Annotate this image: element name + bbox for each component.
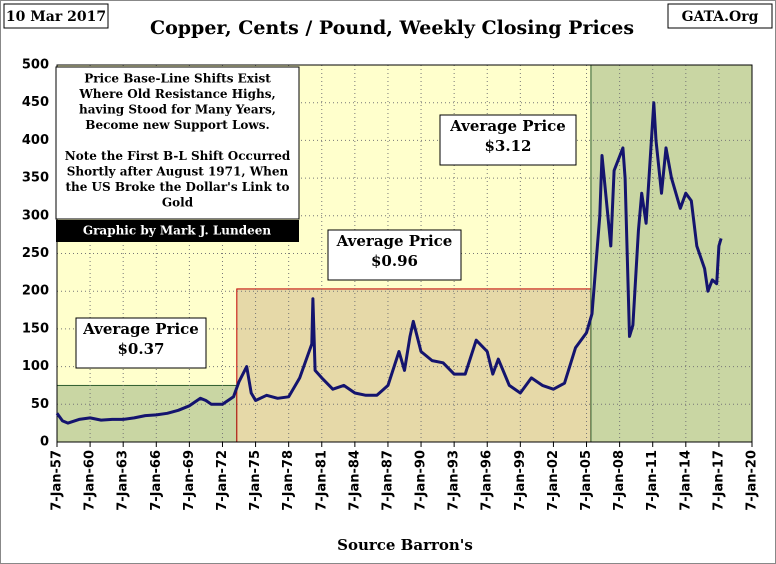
x-tick-label: 7-Jan-17 [711, 450, 726, 511]
x-tick-label: 7-Jan-08 [612, 450, 627, 511]
x-tick-label: 7-Jan-78 [281, 450, 296, 511]
y-tick-label: 250 [22, 246, 49, 261]
x-tick-label: 7-Jan-87 [380, 450, 395, 511]
x-tick-label: 7-Jan-96 [480, 450, 495, 511]
annotation-text: Note the First B-L Shift Occurred [65, 149, 291, 163]
y-tick-label: 450 [22, 95, 49, 110]
source-box [667, 3, 773, 29]
x-tick-label: 7-Jan-57 [50, 450, 65, 511]
x-tick-label: 7-Jan-14 [678, 450, 693, 511]
annotation-text: $0.96 [371, 252, 418, 270]
x-tick-label: 7-Jan-99 [513, 450, 528, 511]
annotation-text: Average Price [336, 232, 453, 250]
region [56, 384, 238, 443]
y-tick-label: 0 [40, 435, 49, 450]
annotation-text: the US Broke the Dollar's Link to [65, 180, 289, 194]
annotation-box [327, 229, 462, 281]
x-tick-label: 7-Jan-05 [579, 450, 594, 511]
y-tick-label: 350 [22, 171, 49, 186]
annotation-text: Where Old Resistance Highs, [78, 87, 275, 101]
x-tick-label: 7-Jan-60 [83, 450, 98, 511]
x-tick-label: 7-Jan-63 [116, 450, 131, 511]
x-tick-label: 7-Jan-90 [414, 450, 429, 511]
y-tick-label: 150 [22, 321, 49, 336]
annotation-text: $3.12 [485, 137, 532, 155]
price-line [55, 101, 723, 425]
x-tick-label: 7-Jan-20 [745, 450, 760, 511]
credit-box [56, 220, 299, 242]
annotation-text: having Stood for Many Years, [79, 103, 276, 117]
y-tick-label: 100 [22, 359, 49, 374]
annotation-box [55, 66, 300, 220]
plot-border [56, 64, 753, 443]
y-tick-label: 200 [22, 284, 49, 299]
annotation-box [439, 114, 577, 166]
annotation-text: Average Price [82, 320, 199, 338]
y-tick-label: 400 [22, 133, 49, 148]
credit: Graphic by Mark J. Lundeen [83, 224, 272, 238]
date-box [3, 3, 109, 29]
annotation-text: Average Price [449, 117, 566, 135]
annotation-text: Become new Support Lows. [85, 118, 269, 132]
x-tick-label: 7-Jan-84 [347, 450, 362, 511]
y-tick-label: 50 [31, 397, 49, 412]
annotation-text: Price Base-Line Shifts Exist [84, 72, 271, 86]
region [236, 288, 592, 443]
chart-title: Copper, Cents / Pound, Weekly Closing Pr… [150, 17, 634, 39]
x-tick-label: 7-Jan-81 [314, 450, 329, 511]
x-tick-label: 7-Jan-11 [645, 450, 660, 511]
region [590, 64, 753, 443]
date-label: 10 Mar 2017 [6, 9, 106, 25]
y-tick-label: 300 [22, 208, 49, 223]
x-tick-label: 7-Jan-75 [248, 450, 263, 511]
x-tick-label: 7-Jan-02 [546, 450, 561, 511]
x-tick-label: 7-Jan-66 [149, 450, 164, 511]
y-tick-label: 500 [22, 58, 49, 73]
x-axis-label: Source Barron's [337, 536, 473, 554]
source-label: GATA.Org [682, 9, 759, 25]
x-tick-label: 7-Jan-69 [182, 450, 197, 511]
annotation-text: Gold [162, 196, 194, 210]
annotation-box [75, 317, 207, 369]
annotation-text: Shortly after August 1971, When [67, 165, 289, 179]
annotation-text: $0.37 [118, 340, 165, 358]
x-tick-label: 7-Jan-93 [447, 450, 462, 511]
x-tick-label: 7-Jan-72 [215, 450, 230, 511]
